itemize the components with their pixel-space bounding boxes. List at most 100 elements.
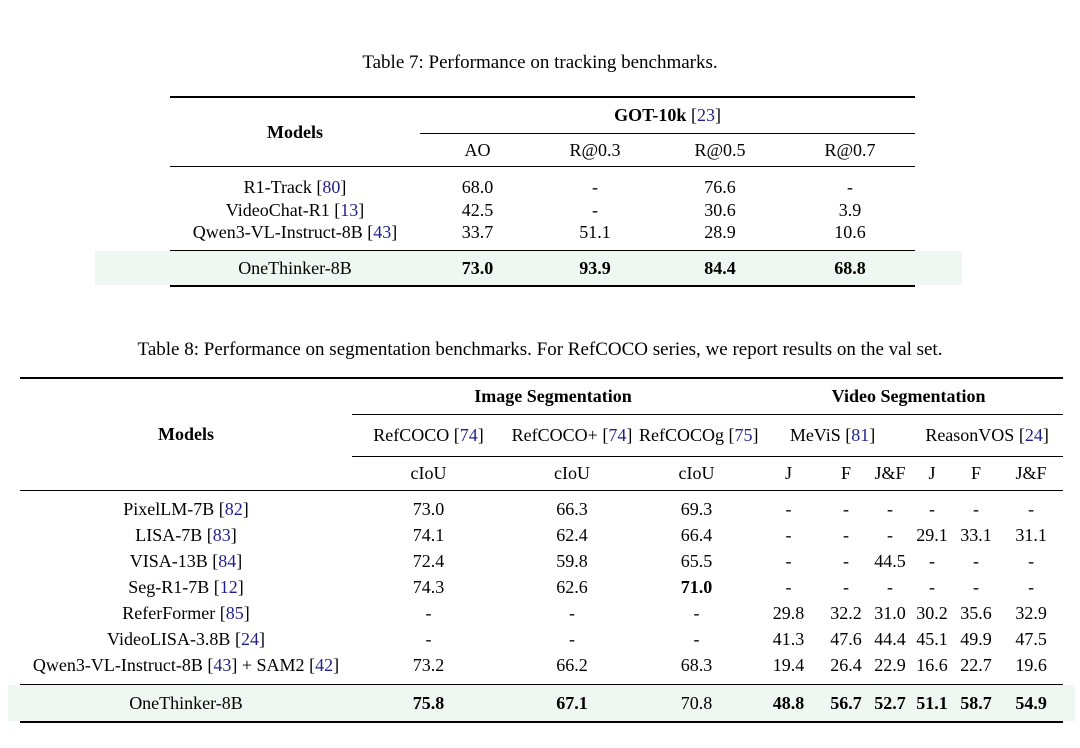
value-cell: 68.3 [639, 652, 755, 685]
table-row: VISA-13B [84] 72.4 59.8 65.5 - - 44.5 - … [20, 548, 1063, 574]
value-cell: 31.1 [1015, 525, 1047, 545]
text-segment: [ [334, 199, 341, 220]
value-cell: 68.8 [785, 250, 962, 286]
citation-number[interactable]: 43 [373, 222, 392, 243]
text-segment: [ [728, 425, 735, 445]
value-cell: 35.6 [960, 603, 992, 623]
value-cell: 32.9 [1015, 603, 1047, 623]
value-cell: - [1028, 499, 1035, 520]
benchmark-header-refcoco-plus: RefCOCO+ [74] [505, 414, 639, 457]
text-segment: ] [626, 425, 633, 445]
value-cell: 62.6 [556, 577, 588, 597]
text-segment: [ [213, 577, 220, 597]
model-cell: ReferFormer [85] [20, 600, 352, 626]
citation-number[interactable]: 24 [240, 629, 259, 649]
value-cell: 74.3 [412, 577, 445, 597]
table8: Models Image Segmentation Video Segmenta… [8, 377, 1076, 723]
text-segment: + SAM2 [237, 654, 310, 675]
text-segment: ] [333, 654, 340, 675]
text-segment: ] [391, 222, 398, 243]
text-segment: [ [453, 425, 460, 445]
value-cell: 73.0 [412, 499, 445, 520]
table-row: LISA-7B [83] 74.1 62.4 66.4 - - - 29.1 3… [20, 522, 1063, 548]
value-cell: - [847, 176, 853, 197]
citation-number[interactable]: 75 [734, 425, 753, 445]
metric-header-ciou: cIoU [505, 456, 639, 491]
value-cell: 29.8 [772, 603, 805, 623]
value-cell: 51.1 [911, 684, 954, 722]
text-segment: ] [236, 551, 243, 571]
text-segment: GOT-10k [614, 105, 691, 126]
value-cell: - [929, 499, 936, 520]
model-cell: VideoLISA-3.8B [24] [20, 626, 352, 652]
value-cell: 54.9 [999, 684, 1076, 722]
citation-number[interactable]: 85 [225, 603, 244, 623]
value-cell: - [425, 603, 432, 623]
value-cell: 42.5 [461, 199, 494, 220]
citation-number[interactable]: 43 [213, 654, 232, 675]
table7: Models GOT-10k [23] AO R@0.3 R@0.5 R@0.7… [95, 96, 962, 287]
value-cell: - [887, 499, 894, 520]
value-cell: - [592, 176, 598, 197]
value-cell: 84.4 [655, 250, 785, 286]
value-cell: - [929, 551, 936, 571]
metric-header-r03: R@0.3 [535, 133, 655, 167]
value-cell: 41.3 [772, 629, 805, 649]
citation-number[interactable]: 13 [340, 199, 359, 220]
text-segment: RefCOCO [373, 425, 454, 445]
citation-number[interactable]: 84 [218, 551, 237, 571]
text-segment: ] [340, 176, 347, 197]
value-cell: 10.6 [785, 221, 915, 251]
benchmark-header-refcocog: RefCOCOg [75] [639, 414, 759, 457]
text-segment: ] [231, 654, 238, 675]
citation-number[interactable]: 74 [608, 425, 627, 445]
text-segment: [ [218, 499, 225, 520]
text-segment: MeViS [789, 425, 846, 445]
citation-number[interactable]: 81 [851, 425, 870, 445]
value-cell: - [569, 603, 575, 623]
text-segment: RefCOCOg [639, 425, 729, 445]
value-cell: - [785, 577, 792, 597]
value-cell: 58.7 [953, 684, 1000, 722]
value-cell: - [693, 603, 700, 623]
metric-header-ciou: cIoU [352, 456, 505, 491]
citation-number[interactable]: 12 [219, 577, 238, 597]
model-cell: VideoChat-R1 [13] [170, 198, 420, 221]
benchmark-header-reasonvos: ReasonVOS [24] [911, 414, 1064, 457]
citation-number[interactable]: 82 [224, 499, 243, 520]
value-cell: 26.4 [823, 652, 870, 685]
value-cell: 72.4 [412, 551, 445, 571]
benchmark-header-mevis: MeViS [81] [754, 414, 912, 457]
text-segment: VideoLISA-3.8B [107, 629, 235, 649]
citation-number[interactable]: 80 [322, 176, 341, 197]
citation-number[interactable]: 83 [212, 525, 231, 545]
value-cell: 31.0 [874, 603, 906, 623]
metric-header-r05: R@0.5 [655, 133, 785, 167]
value-cell: 29.1 [916, 525, 948, 545]
text-segment: ] [1042, 425, 1049, 445]
text-segment: [ [602, 425, 609, 445]
citation-number[interactable]: 74 [459, 425, 478, 445]
model-cell: R1-Track [80] [170, 166, 420, 198]
text-segment: R1-Track [243, 176, 317, 197]
citation-number[interactable]: 24 [1024, 425, 1043, 445]
value-cell: 51.1 [535, 221, 655, 251]
citation-number[interactable]: 23 [696, 105, 715, 126]
value-cell: 67.1 [505, 684, 639, 722]
value-cell: - [887, 525, 894, 545]
model-cell: Seg-R1-7B [12] [20, 574, 352, 600]
value-cell: 59.8 [556, 551, 588, 571]
text-segment: Video Segmentation [831, 386, 986, 407]
text-segment: [ [212, 551, 219, 571]
value-cell: 62.4 [556, 525, 588, 545]
text-segment: ] [242, 499, 249, 520]
value-cell: 28.9 [655, 221, 785, 251]
citation-number[interactable]: 42 [315, 654, 334, 675]
value-cell: 73.2 [352, 652, 505, 685]
text-segment: ] [243, 603, 250, 623]
value-cell: - [785, 551, 792, 571]
value-cell: - [843, 525, 850, 545]
metric-header-ao: AO [420, 133, 535, 167]
table-row: Seg-R1-7B [12] 74.3 62.6 71.0 - - - - - … [20, 574, 1063, 600]
value-cell: 32.2 [830, 603, 862, 623]
